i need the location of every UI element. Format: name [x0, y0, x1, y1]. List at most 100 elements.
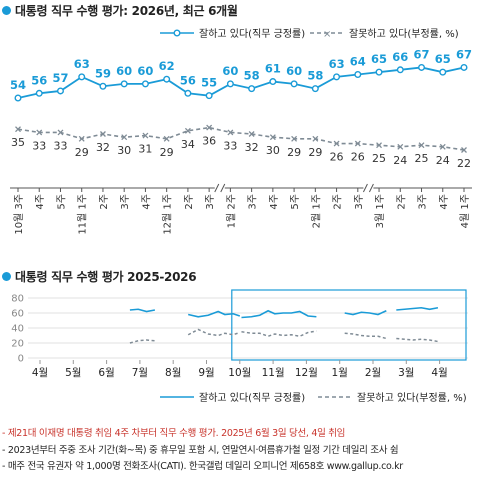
pos-data-label: 58	[307, 69, 323, 83]
chart2-highlight-box	[231, 289, 467, 361]
neg-series-segment	[129, 339, 155, 344]
y-tick-label: 0	[18, 354, 24, 365]
neg-series-line	[17, 126, 465, 151]
x-tick-label: 12월 1주	[162, 194, 174, 235]
chart2-title-text: 대통령 직무 수행 평가 2025-2026	[15, 270, 197, 284]
x-tick-label: 1월	[332, 367, 348, 379]
legend1-neg-label: 잘못하고 있다(부정률, %)	[349, 27, 459, 40]
neg-data-label: 29	[308, 146, 322, 159]
pos-point	[375, 68, 383, 76]
x-tick-label: 8월	[165, 367, 181, 379]
x-tick-label: 5월	[65, 367, 81, 379]
neg-point	[269, 134, 276, 141]
chart1-x-axis: 10월 3주 4주 5주 11월 1주 2주 3주 4주 12월 1주 2주 3주 1월 2주 3주 4…	[10, 183, 472, 235]
pos-data-label: 65	[371, 52, 387, 66]
x-tick-label: 1월 2주	[225, 194, 237, 228]
neg-data-label: 34	[181, 138, 195, 151]
neg-data-label: 24	[436, 154, 450, 167]
pos-point	[56, 87, 64, 95]
pos-point	[333, 73, 341, 81]
neg-data-label: 33	[223, 139, 237, 152]
neg-point	[418, 142, 425, 149]
y-tick-label: 60	[11, 309, 24, 320]
bullet-icon	[2, 272, 11, 281]
pos-data-label: 56	[180, 73, 196, 87]
x-tick-label: 2월 1주	[310, 194, 322, 228]
x-tick-label: 4월	[32, 367, 48, 379]
pos-data-label: 59	[95, 66, 111, 80]
x-tick-label: 3주	[418, 194, 429, 210]
axis-break-mask	[214, 184, 225, 192]
pos-series-line	[17, 66, 465, 99]
x-tick-label: 10월 3주	[13, 194, 25, 235]
footnotes: - 제21대 이재명 대통령 취임 4주 차부터 직무 수행 평가. 2025년…	[2, 426, 403, 476]
x-tick-label: 3주	[248, 194, 259, 210]
x-tick-label: 4주	[269, 194, 280, 210]
x-tick-label: 11월 1주	[77, 194, 89, 235]
neg-point	[142, 132, 149, 139]
neg-point	[227, 129, 234, 136]
pos-data-label: 56	[31, 73, 47, 87]
pos-series-segment	[129, 308, 156, 313]
pos-point	[460, 63, 468, 71]
pos-data-label: 67	[456, 47, 472, 61]
x-tick-label: 12월	[295, 367, 318, 379]
bullet-icon	[2, 6, 11, 15]
pos-data-label: 62	[159, 59, 175, 73]
x-tick-label: 4월 1주	[459, 194, 471, 228]
neg-point	[15, 126, 21, 133]
pos-series-segment	[344, 310, 387, 316]
pos-point	[78, 73, 86, 81]
x-tick-label: 11월	[262, 367, 285, 379]
x-tick-label: 2주	[396, 194, 407, 210]
pos-point	[226, 80, 234, 88]
legend2-pos-label: 잘하고 있다(직무 긍정률)	[199, 391, 305, 404]
x-tick-label: 7월	[132, 367, 148, 379]
neg-point	[184, 127, 191, 134]
neg-data-label: 29	[160, 146, 174, 159]
footnote-2: - 2023년부터 주중 조사 기간(화~목) 중 휴무일 포함 시, 연말연시…	[2, 444, 399, 456]
neg-data-label: 29	[75, 146, 89, 159]
chart1-title: 대통령 직무 수행 평가: 2026년, 최근 6개월	[2, 2, 238, 19]
footnote-3: - 매주 전국 유권자 약 1,000명 전화조사(CATI). 한국갤럽 데일…	[2, 461, 403, 472]
neg-data-label: 35	[11, 136, 25, 149]
chart1-svg: 잘하고 있다(직무 긍정률) × 잘못하고 있다(부정률, %) 35 33 33 2…	[10, 27, 472, 235]
chart2-grid: 0 20 40 60 80	[11, 294, 468, 365]
x-tick-label: 4주	[439, 194, 450, 210]
pos-point	[248, 85, 256, 93]
chart2-svg: 0 20 40 60 80 4월 5월 6월 7월 8월 9월 10월 11월 12월 1월 2월 3월 4월 …	[11, 289, 468, 404]
chart2-x-axis: 4월 5월 6월 7월 8월 9월 10월 11월 12월 1월 2월 3월 4월	[32, 360, 448, 379]
legend1-neg-marker: ×	[323, 29, 331, 40]
neg-data-label: 25	[415, 152, 429, 165]
neg-point	[36, 129, 43, 136]
pos-data-label: 66	[392, 50, 408, 64]
neg-series-segment	[396, 337, 439, 343]
x-tick-label: 10월	[228, 367, 251, 379]
pos-point	[418, 63, 426, 71]
x-tick-label: 2월	[365, 367, 381, 379]
chart2-legend: 잘하고 있다(직무 긍정률) 잘못하고 있다(부정률, %)	[160, 391, 467, 404]
x-tick-label: 2주	[333, 194, 344, 210]
pos-series-segment	[241, 309, 317, 319]
neg-data-label: 24	[393, 154, 407, 167]
pos-point	[14, 94, 22, 102]
pos-point	[354, 70, 362, 78]
pos-point	[120, 80, 128, 88]
pos-data-label: 61	[265, 62, 281, 76]
neg-data-label: 36	[202, 135, 216, 148]
axis-break-mark	[214, 183, 226, 193]
pos-data-label: 64	[350, 55, 366, 69]
pos-point	[141, 80, 149, 88]
neg-point	[57, 129, 64, 136]
neg-point	[397, 143, 404, 150]
neg-point	[78, 135, 85, 142]
neg-point	[291, 135, 298, 142]
x-tick-label: 3주	[205, 194, 216, 210]
neg-data-label: 26	[351, 151, 365, 164]
pos-data-label: 65	[435, 52, 451, 66]
pos-point	[99, 82, 107, 90]
neg-point	[354, 140, 361, 147]
neg-point	[312, 135, 319, 142]
x-tick-label: 4주	[141, 194, 152, 210]
pos-point	[35, 89, 43, 97]
